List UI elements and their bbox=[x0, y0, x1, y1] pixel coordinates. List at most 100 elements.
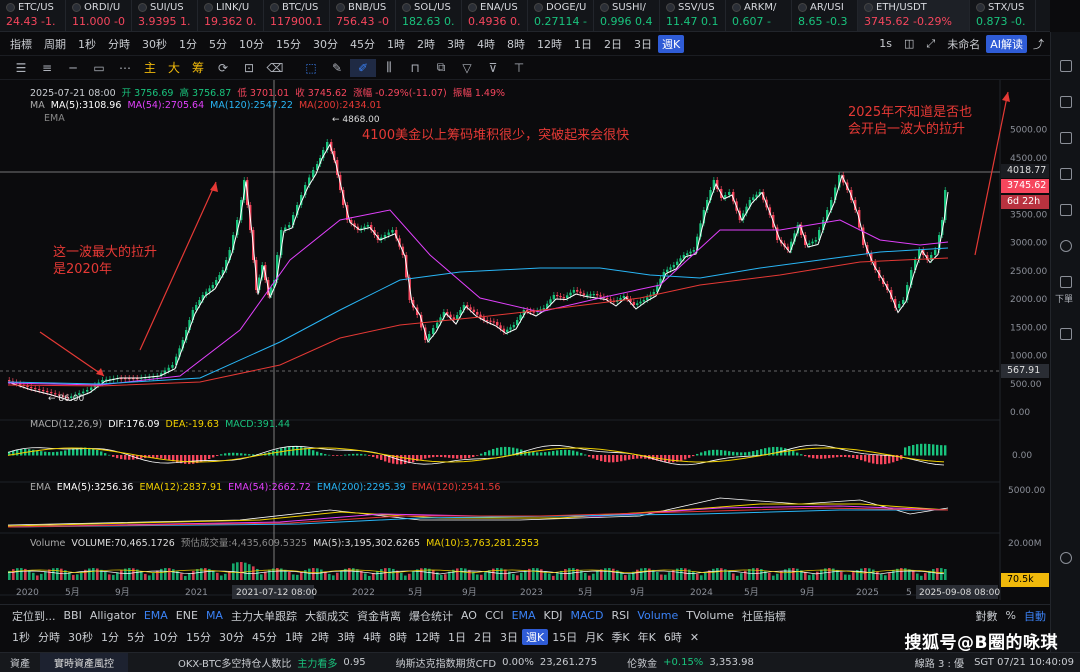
bottom-period-2[interactable]: 30秒 bbox=[68, 631, 93, 644]
ticker-14[interactable]: STX/US 0.873 -0. bbox=[970, 0, 1036, 31]
bottom-period-14[interactable]: 12時 bbox=[415, 631, 440, 644]
collapse-icon[interactable]: ⊤ bbox=[513, 60, 525, 75]
share-icon[interactable]: ⤴ bbox=[1033, 37, 1044, 51]
period-14[interactable]: 4時 bbox=[477, 37, 495, 51]
camera-icon[interactable]: ◫ bbox=[904, 37, 915, 50]
period-12[interactable]: 2時 bbox=[417, 37, 435, 51]
menu-icon[interactable]: ☰ bbox=[15, 60, 27, 75]
ticker-2[interactable]: SUI/US 3.9395 1. bbox=[132, 0, 198, 31]
clear-icon[interactable]: ⌫ bbox=[266, 60, 284, 75]
horizontal-line-icon[interactable]: ─ bbox=[69, 60, 77, 75]
copy-icon[interactable]: ⧉ bbox=[436, 60, 446, 74]
ticker-1[interactable]: ORDI/U 11.000 -0 bbox=[66, 0, 132, 31]
period-15[interactable]: 8時 bbox=[507, 37, 525, 51]
bottom-period-1[interactable]: 分時 bbox=[38, 631, 60, 644]
period-2[interactable]: 1秒 bbox=[78, 37, 96, 51]
period-9[interactable]: 30分 bbox=[313, 37, 338, 51]
grid-icon[interactable] bbox=[1060, 168, 1072, 180]
risk-control-button[interactable]: 實時資產風控 bbox=[40, 653, 128, 672]
bottom-period-16[interactable]: 2日 bbox=[474, 631, 492, 644]
ticker-7[interactable]: ENA/US 0.4936 0. bbox=[462, 0, 528, 31]
indicator-6[interactable]: 主力大单跟踪 bbox=[230, 609, 297, 623]
ai-button[interactable]: AI解读 bbox=[986, 34, 1027, 53]
lock-icon[interactable]: ⊡ bbox=[243, 60, 255, 75]
indicator-16[interactable]: Volume bbox=[637, 609, 679, 622]
bottom-period-15[interactable]: 1日 bbox=[448, 631, 466, 644]
bottom-period-10[interactable]: 2時 bbox=[311, 631, 329, 644]
period-17[interactable]: 1日 bbox=[574, 37, 592, 51]
period-19[interactable]: 3日 bbox=[634, 37, 652, 51]
settings-icon[interactable] bbox=[1060, 552, 1072, 564]
ticker-5[interactable]: BNB/US 756.43 -0 bbox=[330, 0, 396, 31]
ticker-10[interactable]: SSV/US 11.47 0.1 bbox=[660, 0, 726, 31]
ticker-6[interactable]: SOL/US 182.63 0. bbox=[396, 0, 462, 31]
bottom-period-21[interactable]: 季K bbox=[611, 631, 630, 644]
rectangle-icon[interactable]: ▭ bbox=[93, 60, 105, 75]
indicator-0[interactable]: 定位到... bbox=[12, 609, 56, 623]
indicator-7[interactable]: 大额成交 bbox=[304, 609, 349, 623]
indicator-1[interactable]: BBI bbox=[63, 609, 82, 622]
trade-icon[interactable] bbox=[1060, 328, 1072, 340]
bottom-period-8[interactable]: 45分 bbox=[252, 631, 277, 644]
order-icon[interactable] bbox=[1060, 276, 1072, 288]
bottom-period-11[interactable]: 3時 bbox=[337, 631, 355, 644]
ruler-icon[interactable]: ✎ bbox=[331, 60, 343, 75]
bottom-period-5[interactable]: 10分 bbox=[153, 631, 178, 644]
layout-name[interactable]: 未命名 bbox=[947, 37, 981, 51]
list-icon[interactable] bbox=[1060, 96, 1072, 108]
bottom-period-7[interactable]: 30分 bbox=[219, 631, 244, 644]
ticker-0[interactable]: ETC/US 24.43 -1. bbox=[0, 0, 66, 31]
bottom-period-12[interactable]: 4時 bbox=[363, 631, 381, 644]
connection-status[interactable]: 線路 3 : 優 bbox=[914, 659, 965, 670]
list-lines-icon[interactable]: ≡ bbox=[41, 60, 53, 75]
indicator-5[interactable]: MA bbox=[205, 609, 223, 622]
close-icon[interactable]: ✕ bbox=[689, 630, 700, 644]
sec-toggle[interactable]: 1s bbox=[879, 37, 892, 50]
select-cursor-icon[interactable]: ⬚ bbox=[305, 60, 317, 75]
ticker-11[interactable]: ARKM/0.607 - bbox=[726, 0, 792, 31]
sidebar-order-label[interactable]: 下單 bbox=[1055, 295, 1074, 305]
chart-icon[interactable] bbox=[1060, 132, 1072, 144]
bottom-period-18[interactable]: 週K bbox=[522, 629, 549, 645]
period-20[interactable]: 週K bbox=[658, 34, 685, 53]
chart-area[interactable]: 5000.004500.004000.003500.003000.002500.… bbox=[0, 80, 1050, 600]
period-11[interactable]: 1時 bbox=[387, 37, 405, 51]
axis-opt-1[interactable]: % bbox=[1005, 609, 1016, 622]
indicator-12[interactable]: EMA bbox=[511, 609, 536, 622]
bottom-period-4[interactable]: 5分 bbox=[127, 631, 145, 644]
bottom-period-6[interactable]: 15分 bbox=[186, 631, 211, 644]
ticker-13[interactable]: ETH/USDT 3745.62 -0.29% bbox=[858, 0, 970, 31]
bottom-period-3[interactable]: 1分 bbox=[101, 631, 119, 644]
clock-icon[interactable] bbox=[1060, 240, 1072, 252]
big-chip-toggle[interactable]: 大 bbox=[167, 61, 180, 75]
document-icon[interactable] bbox=[1060, 60, 1072, 72]
layers-icon[interactable] bbox=[1060, 204, 1072, 216]
bottom-period-13[interactable]: 8時 bbox=[389, 631, 407, 644]
bottom-period-20[interactable]: 月K bbox=[585, 631, 604, 644]
volume-profile-toggle[interactable]: 筹 bbox=[191, 61, 204, 75]
period-6[interactable]: 5分 bbox=[209, 37, 227, 51]
bag-icon[interactable]: ⊓ bbox=[410, 60, 420, 75]
indicator-2[interactable]: Alligator bbox=[89, 609, 136, 622]
axis-opt-2[interactable]: 自動 bbox=[1024, 609, 1046, 623]
indicator-14[interactable]: MACD bbox=[570, 609, 604, 622]
ticker-4[interactable]: BTC/US 117900.1 bbox=[264, 0, 330, 31]
period-10[interactable]: 45分 bbox=[350, 37, 375, 51]
indicator-3[interactable]: EMA bbox=[143, 609, 168, 622]
period-1[interactable]: 周期 bbox=[44, 37, 66, 51]
ticker-12[interactable]: AR/USI 8.65 -0.3 bbox=[792, 0, 858, 31]
gold-label[interactable]: 伦敦金 bbox=[627, 659, 658, 670]
indicator-icon[interactable]: ⫼ bbox=[386, 60, 392, 74]
bottom-period-0[interactable]: 1秒 bbox=[12, 631, 30, 644]
capture-icon[interactable]: ⟳ bbox=[217, 60, 229, 75]
indicator-11[interactable]: CCI bbox=[484, 609, 504, 622]
axis-opt-0[interactable]: 對數 bbox=[975, 609, 998, 623]
nasdaq-label[interactable]: 纳斯达克指数期货CFD bbox=[395, 659, 497, 670]
bottom-period-9[interactable]: 1時 bbox=[285, 631, 303, 644]
ticker-3[interactable]: LINK/U 19.362 0. bbox=[198, 0, 264, 31]
indicator-4[interactable]: ENE bbox=[175, 609, 198, 622]
period-5[interactable]: 1分 bbox=[179, 37, 197, 51]
indicator-8[interactable]: 資金背离 bbox=[356, 609, 401, 623]
main-chip-toggle[interactable]: 主 bbox=[143, 61, 156, 75]
indicator-10[interactable]: AO bbox=[460, 609, 477, 622]
